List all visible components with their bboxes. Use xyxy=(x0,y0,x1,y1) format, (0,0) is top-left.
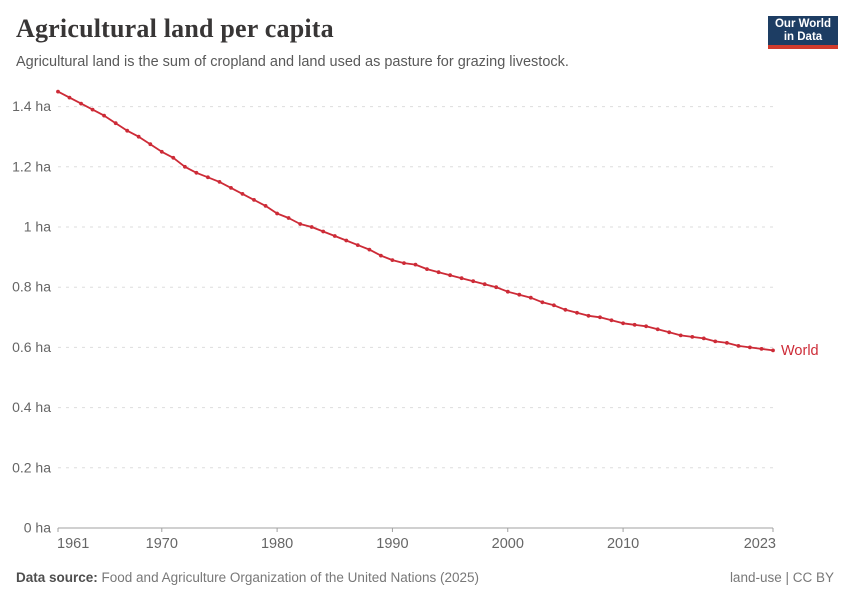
data-point xyxy=(90,107,95,112)
x-axis-tick-label: 2000 xyxy=(492,536,524,552)
chart-canvas: 0 ha 0.2 ha 0.4 ha 0.6 ha 0.8 ha 1 ha 1.2 ha 1.… xyxy=(12,89,819,552)
data-point xyxy=(402,261,406,265)
data-point xyxy=(528,295,533,300)
data-point xyxy=(540,300,545,305)
data-point xyxy=(321,229,326,234)
data-point xyxy=(448,273,452,278)
data-point xyxy=(113,121,118,126)
data-point xyxy=(482,282,487,287)
data-point xyxy=(413,262,418,267)
data-point xyxy=(79,101,83,106)
data-point xyxy=(159,149,164,154)
data-point xyxy=(655,327,660,332)
y-axis-tick-label: 0.2 ha xyxy=(12,459,51,475)
data-point xyxy=(736,344,741,348)
data-point xyxy=(759,347,764,351)
data-point xyxy=(436,270,441,275)
data-point xyxy=(690,335,695,339)
data-point xyxy=(275,211,279,216)
y-axis-tick-label: 0.8 ha xyxy=(12,279,51,295)
data-point xyxy=(517,292,522,297)
license-note: land-use | CC BY xyxy=(729,569,834,585)
data-point xyxy=(713,339,718,344)
data-point xyxy=(552,303,556,308)
owid-logo: Our World in Data xyxy=(768,16,838,49)
owid-logo-line2: in Data xyxy=(783,30,823,43)
data-point xyxy=(67,95,72,100)
data-point xyxy=(309,225,314,229)
x-axis-tick-label: 2010 xyxy=(607,536,639,552)
data-point xyxy=(183,164,187,169)
data-point xyxy=(471,279,476,284)
data-source-text: Food and Agriculture Organization of the… xyxy=(97,569,480,585)
page-title: Agricultural land per capita xyxy=(16,14,334,43)
data-source-label: Data source: xyxy=(16,569,98,585)
x-axis-tick-label: 1990 xyxy=(376,536,408,552)
chart-subtitle: Agricultural land is the sum of cropland… xyxy=(16,54,569,70)
data-point xyxy=(379,253,383,258)
data-source: Data source: Food and Agriculture Organi… xyxy=(16,570,479,585)
y-axis-tick-label: 1 ha xyxy=(24,219,51,235)
data-point xyxy=(494,285,499,290)
data-point xyxy=(136,134,141,139)
data-point xyxy=(771,348,775,353)
data-point xyxy=(459,276,464,281)
data-point xyxy=(102,113,106,118)
data-point xyxy=(125,128,130,133)
data-point xyxy=(148,142,153,147)
data-point xyxy=(286,216,291,220)
data-point xyxy=(701,336,706,341)
data-point xyxy=(748,345,752,350)
data-point xyxy=(367,247,372,252)
data-point xyxy=(678,333,683,338)
y-axis-tick-label: 0.4 ha xyxy=(12,399,51,415)
data-point xyxy=(194,170,199,175)
chart-footer: Data source: Food and Agriculture Organi… xyxy=(16,566,834,588)
y-axis-tick-label: 0.6 ha xyxy=(12,339,51,355)
data-point xyxy=(644,324,648,329)
data-point xyxy=(632,322,637,327)
y-axis-tick-label: 1.2 ha xyxy=(12,158,51,174)
world-series-line xyxy=(57,90,774,352)
data-point xyxy=(229,186,233,190)
data-point xyxy=(171,155,176,160)
x-axis-tick-label: 1961 xyxy=(57,536,89,552)
line-chart: 0 ha 0.2 ha 0.4 ha 0.6 ha 0.8 ha 1 ha 1.2 ha 1.… xyxy=(0,85,850,555)
data-point xyxy=(56,89,60,94)
data-point xyxy=(263,204,268,208)
data-point xyxy=(355,243,360,248)
data-point xyxy=(390,258,395,262)
y-axis-tick-label: 0 ha xyxy=(24,520,51,536)
data-point xyxy=(725,341,729,345)
data-point xyxy=(332,234,337,238)
data-point xyxy=(240,192,245,196)
data-point xyxy=(206,175,210,180)
x-axis-tick-label: 1980 xyxy=(261,536,293,552)
data-point xyxy=(425,267,429,271)
data-point xyxy=(344,238,349,243)
data-point xyxy=(598,315,602,320)
y-axis-tick-label: 1.4 ha xyxy=(12,98,51,114)
data-point xyxy=(575,310,579,315)
data-point xyxy=(298,222,303,226)
data-point xyxy=(217,180,222,184)
owid-logo-line1: Our World xyxy=(774,17,831,30)
data-point xyxy=(609,318,614,323)
data-point xyxy=(667,330,672,335)
x-axis-tick-label: 2023 xyxy=(744,536,776,552)
data-point xyxy=(621,321,625,326)
data-point xyxy=(563,307,568,312)
data-point xyxy=(505,289,510,294)
x-axis-tick-label: 1970 xyxy=(146,536,178,552)
data-point xyxy=(252,198,256,202)
data-point xyxy=(586,313,591,318)
series-end-label: World xyxy=(781,343,819,359)
